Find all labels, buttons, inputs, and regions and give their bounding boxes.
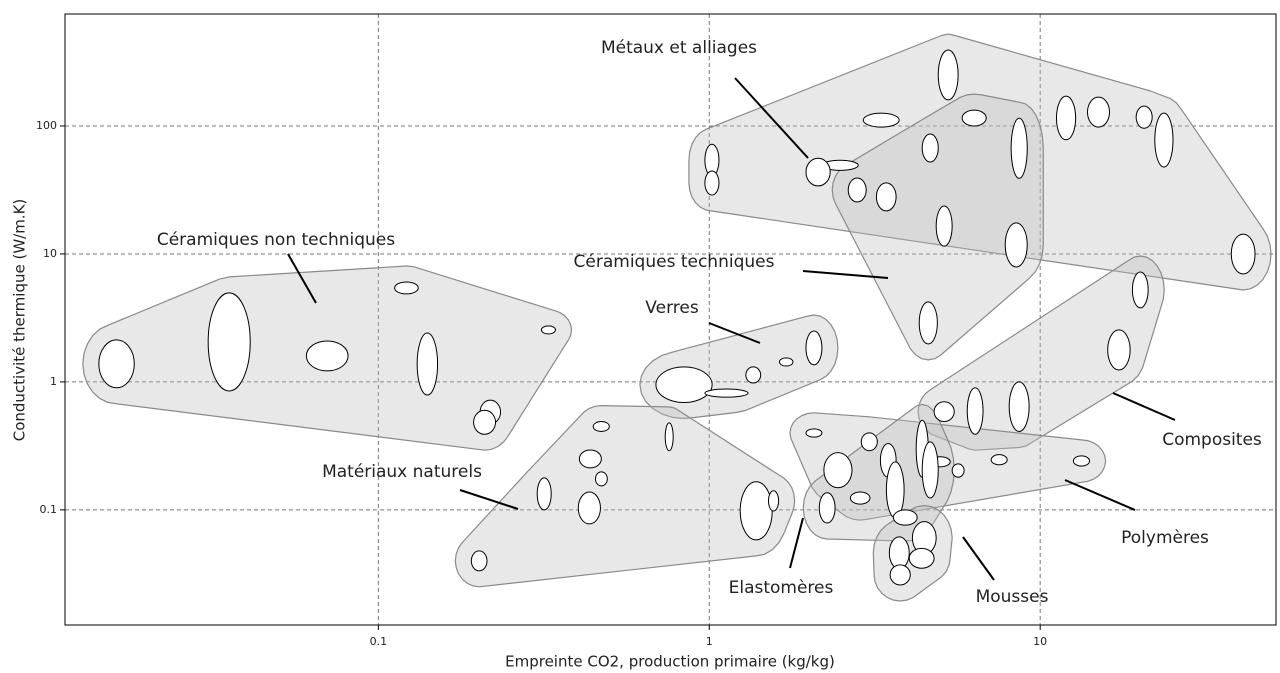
y-tick-label: 100 [36,119,57,132]
leader-line [962,536,995,581]
material-bubble [805,428,823,438]
leader-line [459,489,519,510]
material-bubble [805,157,831,187]
family-label: Composites [1162,430,1262,450]
material-bubble [908,547,935,569]
family-label: Elastomères [729,578,834,598]
family-label: Céramiques non techniques [157,230,395,250]
material-bubble [207,292,251,392]
material-bubble [1072,455,1091,467]
material-bubble [862,112,900,128]
family-label: Mousses [976,587,1049,607]
y-axis-label: Conductivité thermique (W/m.K) [11,199,29,442]
material-bubble [918,301,938,345]
material-bubble [1010,117,1028,179]
material-bubble [1135,105,1153,129]
material-bubble [1230,233,1256,275]
family-label: Céramiques techniques [574,252,775,272]
material-bubble [745,366,762,384]
material-bubble [892,509,918,526]
family-envelope [688,33,1272,291]
material-bubble [592,421,610,432]
material-bubble [935,205,953,247]
material-bubble [818,492,836,524]
family-label: Verres [645,298,699,318]
leader-line [1064,479,1136,511]
material-bubble [1107,329,1131,371]
material-bubble [966,387,984,435]
leader-line [789,517,804,569]
material-bubble [704,388,749,398]
leader-line [287,253,317,304]
material-bubble [1008,381,1030,432]
material-bubble [823,452,853,489]
material-bubble [889,564,911,586]
material-bubble [767,490,780,512]
material-bubble [655,366,713,404]
material-bubble [990,454,1008,466]
material-bubble [951,463,965,478]
family-label: Matériaux naturels [322,462,482,482]
plot-frame [64,13,1277,626]
material-bubble [1055,95,1077,141]
material-bubble [961,109,987,127]
material-bubble [578,449,602,469]
material-bubble [921,441,939,499]
leader-line [734,77,809,159]
material-bubble [540,325,556,335]
material-bubble [473,409,497,435]
material-bubble [937,49,959,101]
material-bubble [98,339,135,389]
material-bubble [888,536,910,570]
material-bubble [778,357,794,367]
material-bubble [704,170,720,196]
x-tick-label: 0.1 [370,635,388,648]
material-bubble [594,471,608,487]
family-envelope [454,405,796,588]
material-bubble [1087,96,1111,128]
material-bubble [305,340,349,372]
material-bubble [394,281,419,295]
y-tick-label: 10 [43,247,57,260]
material-bubble [470,550,488,572]
material-bubble [1131,271,1149,309]
x-tick-label: 1 [706,635,713,648]
material-bubble [847,177,867,203]
material-bubble [739,481,773,541]
y-tick-label: 1 [50,375,57,388]
material-bubble [921,133,939,163]
leader-line [802,270,889,279]
x-tick-label: 10 [1033,635,1047,648]
family-label: Polymères [1121,528,1209,548]
material-bubble [664,422,674,452]
material-bubble [875,182,897,212]
bubbles [98,49,1256,586]
x-axis-label: Empreinte CO2, production primaire (kg/k… [505,653,835,671]
material-bubble [1154,112,1174,168]
material-bubble [416,332,439,396]
y-tick-label: 0.1 [40,503,58,516]
material-bubble [885,461,905,519]
family-label: Métaux et alliages [601,38,757,58]
material-bubble [805,330,823,366]
leader-line [708,322,761,344]
material-bubble [860,432,878,452]
material-bubble [1004,222,1028,268]
leader-line [1112,392,1176,421]
material-bubble [849,491,871,505]
material-bubble [933,401,955,423]
material-bubble [536,477,552,511]
material-bubble [577,491,601,525]
